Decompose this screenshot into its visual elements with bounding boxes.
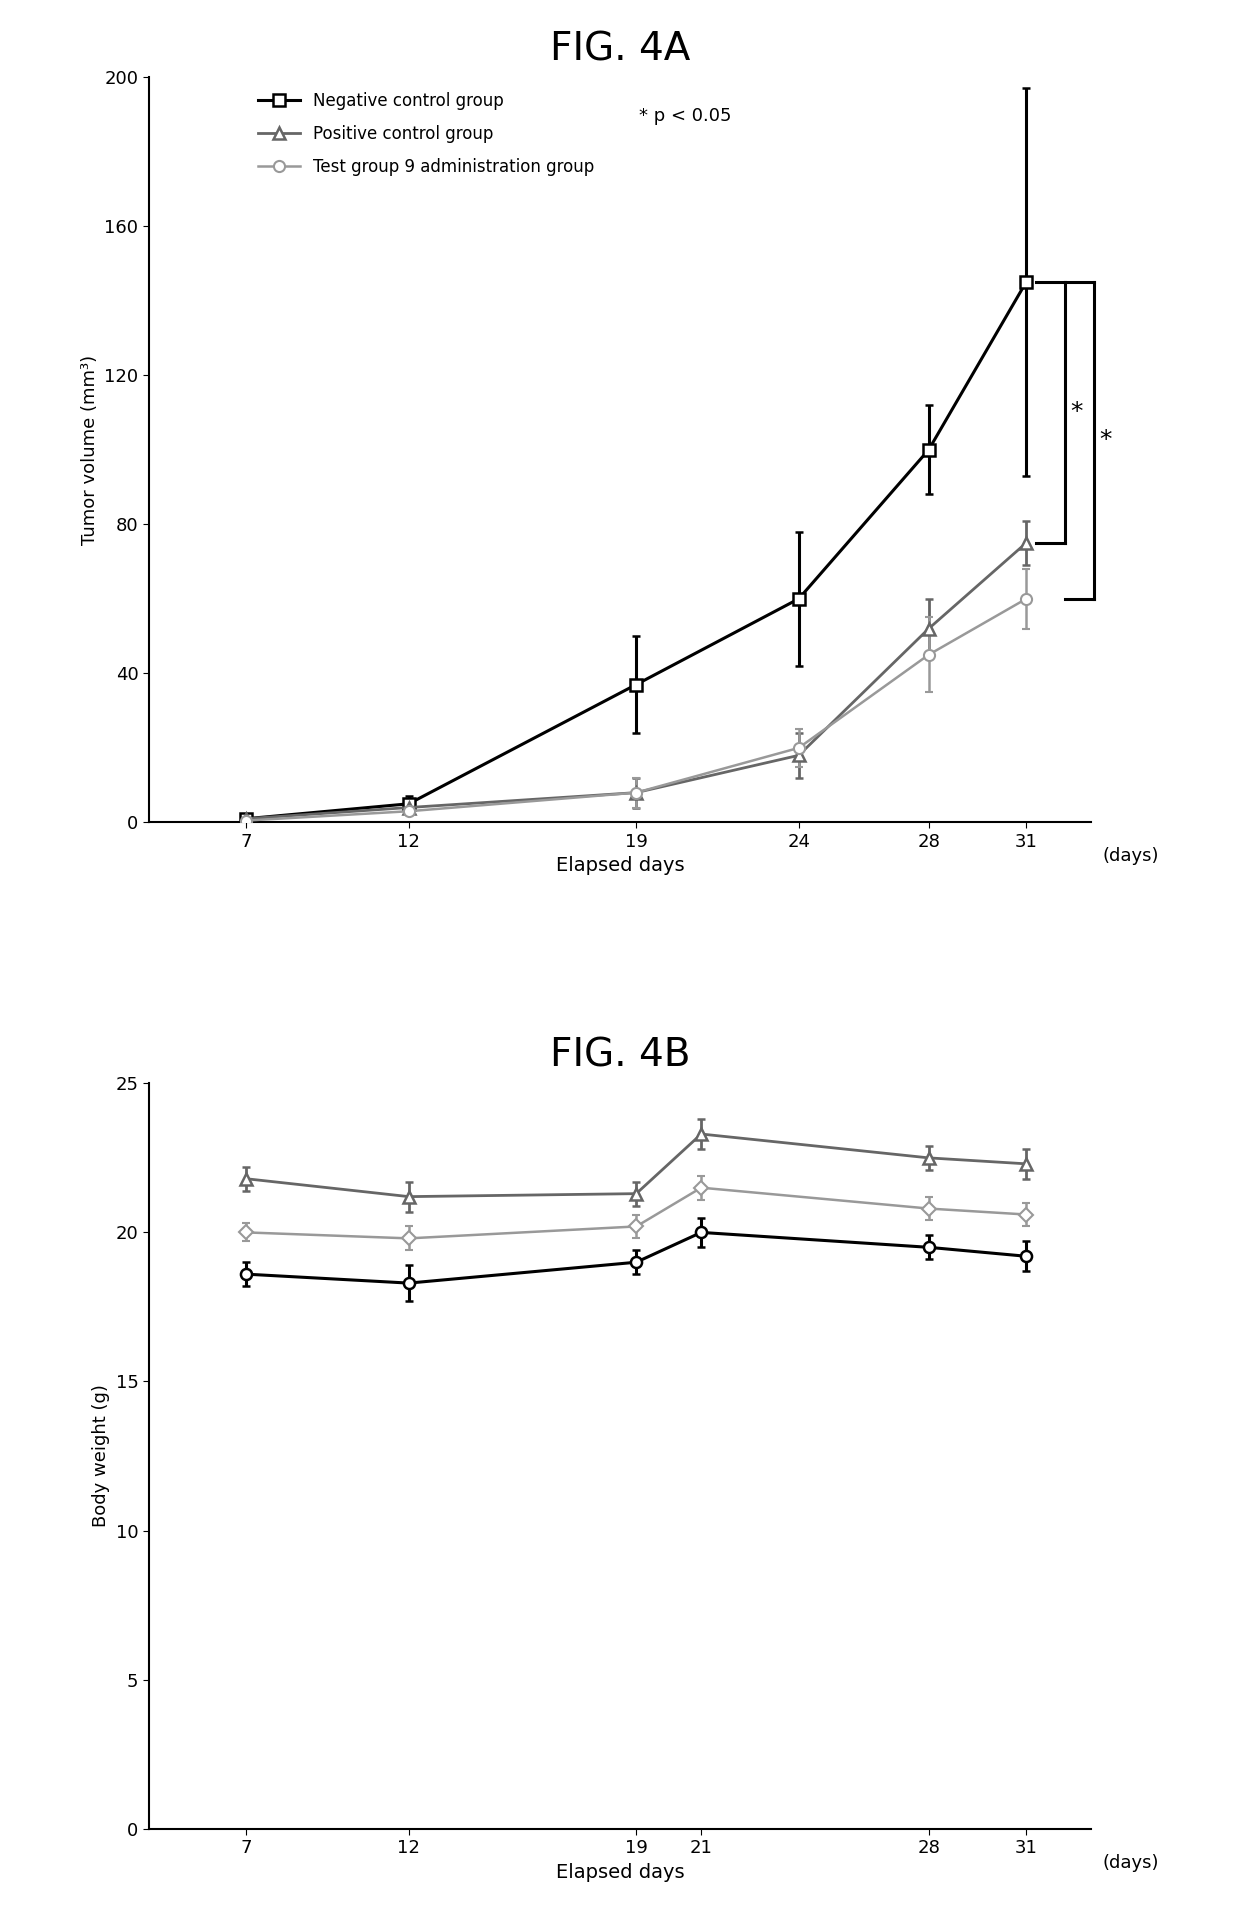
Text: *: * [1100, 429, 1112, 452]
X-axis label: Elapsed days: Elapsed days [556, 1863, 684, 1883]
Title: FIG. 4A: FIG. 4A [549, 31, 691, 67]
Text: *: * [1070, 400, 1083, 424]
Y-axis label: Tumor volume (mm³): Tumor volume (mm³) [81, 354, 99, 545]
Text: (days): (days) [1102, 847, 1159, 866]
Text: * p < 0.05: * p < 0.05 [639, 106, 732, 125]
X-axis label: Elapsed days: Elapsed days [556, 857, 684, 876]
Legend: Negative control group, Positive control group, Test group 9 administration grou: Negative control group, Positive control… [252, 85, 601, 183]
Y-axis label: Body weight (g): Body weight (g) [92, 1384, 110, 1527]
Text: (days): (days) [1102, 1854, 1159, 1871]
Title: FIG. 4B: FIG. 4B [549, 1038, 691, 1074]
